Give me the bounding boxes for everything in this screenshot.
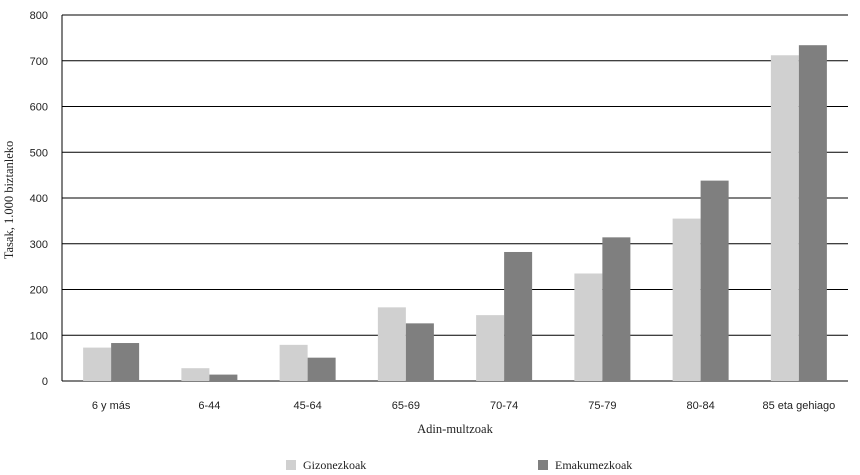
bar-gizonezkoak (181, 368, 210, 381)
bar-gizonezkoak (377, 307, 406, 381)
legend-label-gizonezkoak: Gizonezkoak (303, 458, 366, 472)
x-tick-label: 65-69 (392, 400, 420, 412)
bar-gizonezkoak (574, 273, 603, 381)
bar-emakumezkoak (111, 343, 140, 381)
y-axis-ticks: 0 100 200 300 400 500 600 700 800 (30, 10, 48, 388)
legend-swatch-emakumezkoak (538, 460, 548, 470)
x-axis-title: Adin-multzoak (417, 422, 493, 436)
bar-emakumezkoak (209, 374, 238, 381)
y-tick-label: 200 (30, 285, 48, 297)
y-tick-label: 600 (30, 102, 48, 114)
bar-gizonezkoak (83, 347, 112, 381)
x-tick-label: 70-74 (490, 400, 518, 412)
x-tick-label: 45-64 (294, 400, 322, 412)
bar-gizonezkoak (770, 55, 799, 381)
bar-gizonezkoak (279, 344, 308, 381)
y-tick-label: 300 (30, 239, 48, 251)
bar-emakumezkoak (602, 237, 631, 381)
y-tick-label: 700 (30, 56, 48, 68)
bar-gizonezkoak (476, 315, 505, 381)
gridlines (62, 14, 848, 382)
y-tick-label: 500 (30, 147, 48, 159)
bar-emakumezkoak (798, 45, 827, 381)
x-tick-label: 85 eta gehiago (762, 400, 835, 412)
bar-emakumezkoak (405, 323, 434, 381)
x-tick-label: 6-44 (198, 400, 220, 412)
y-tick-label: 100 (30, 330, 48, 342)
bars (83, 45, 827, 381)
y-tick-label: 800 (30, 10, 48, 22)
x-tick-label: 75-79 (588, 400, 616, 412)
legend-label-emakumezkoak: Emakumezkoak (555, 458, 632, 472)
y-axis-title: Tasak, 1.000 biztanleko (2, 141, 16, 260)
bar-emakumezkoak (504, 251, 533, 381)
y-tick-label: 400 (30, 193, 48, 205)
y-tick-label: 0 (42, 376, 48, 388)
x-tick-label: 6 y más (92, 400, 131, 412)
legend: Gizonezkoak Emakumezkoak (286, 458, 632, 472)
bar-emakumezkoak (307, 357, 336, 381)
x-tick-label: 80-84 (687, 400, 715, 412)
x-axis-ticks: 6 y más 6-44 45-64 65-69 70-74 75-79 80-84 85 e… (92, 400, 835, 412)
bar-gizonezkoak (672, 218, 701, 381)
legend-swatch-gizonezkoak (286, 460, 296, 470)
bar-emakumezkoak (700, 180, 729, 381)
